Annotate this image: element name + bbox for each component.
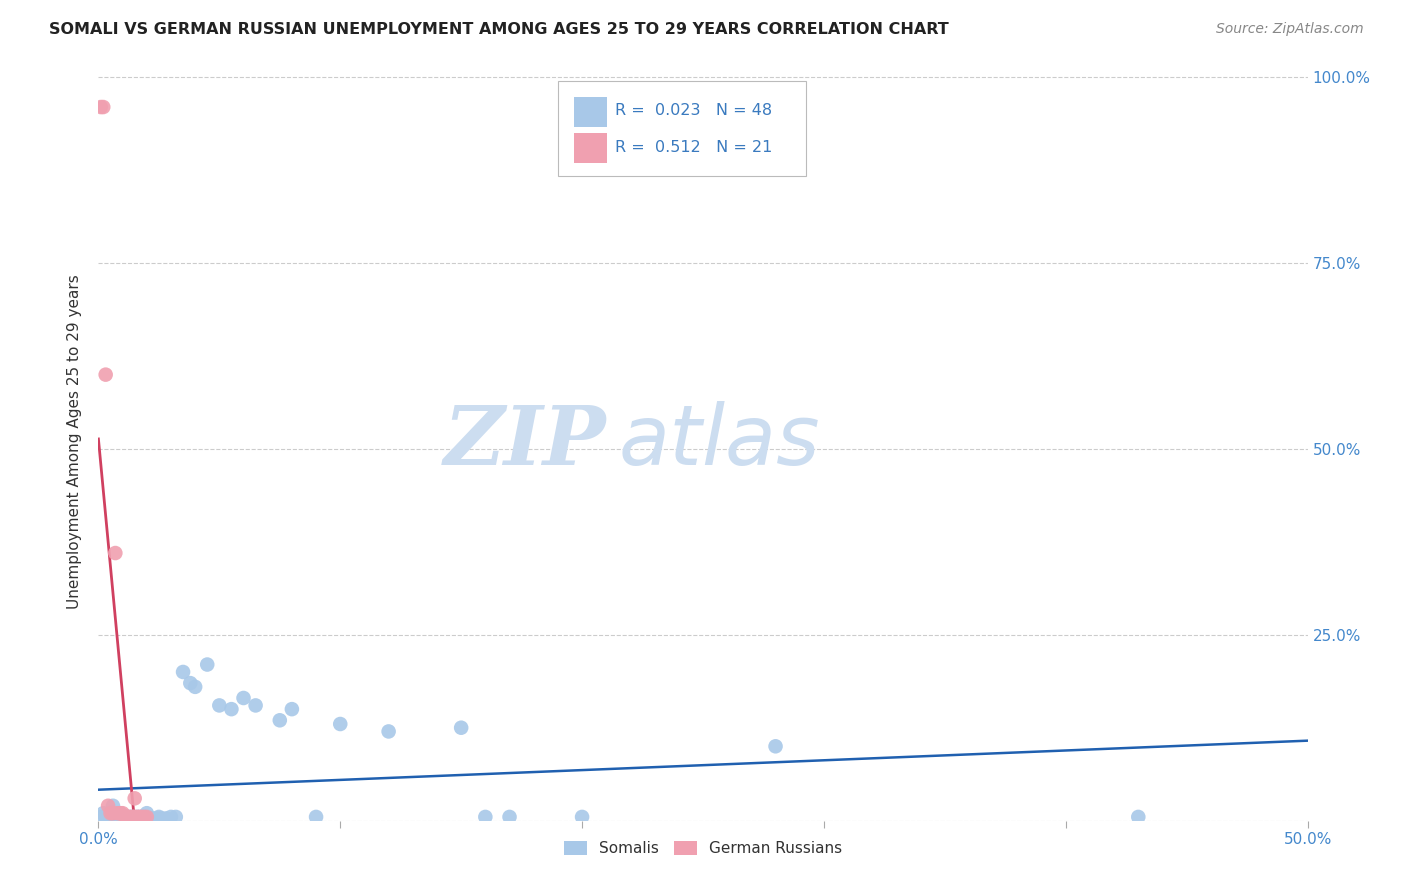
Point (94, 810, 117, 824)
Point (101, 806, 124, 821)
Point (111, 812, 134, 826)
Point (305, 810, 328, 824)
Point (571, 810, 593, 824)
Point (121, 810, 143, 824)
Point (141, 812, 163, 826)
Point (111, 810, 134, 824)
Point (148, 810, 170, 824)
Point (101, 798, 124, 813)
Point (117, 810, 139, 824)
Point (111, 806, 134, 821)
Text: SOMALI VS GERMAN RUSSIAN UNEMPLOYMENT AMONG AGES 25 TO 29 YEARS CORRELATION CHAR: SOMALI VS GERMAN RUSSIAN UNEMPLOYMENT AM… (49, 22, 949, 37)
Text: atlas: atlas (619, 401, 820, 482)
Point (245, 698, 267, 713)
Legend: Somalis, German Russians: Somalis, German Russians (558, 835, 848, 863)
Point (118, 810, 141, 824)
Point (165, 810, 187, 824)
Point (1128, 810, 1150, 824)
Point (450, 721, 472, 735)
FancyBboxPatch shape (558, 81, 806, 177)
Point (100, 810, 122, 824)
Point (108, 806, 131, 821)
Text: Source: ZipAtlas.com: Source: ZipAtlas.com (1216, 22, 1364, 37)
Point (91, 806, 114, 821)
Point (124, 810, 146, 824)
Point (131, 810, 153, 824)
Point (108, 806, 131, 821)
Point (114, 810, 136, 824)
Point (474, 810, 496, 824)
Point (195, 657, 218, 672)
Text: R =  0.512   N = 21: R = 0.512 N = 21 (614, 140, 772, 155)
Point (498, 810, 520, 824)
Point (90, 810, 112, 824)
Point (101, 810, 124, 824)
Bar (574, 133, 607, 163)
Point (208, 698, 231, 713)
Y-axis label: Unemployment Among Ages 25 to 29 years: Unemployment Among Ages 25 to 29 years (67, 274, 83, 609)
Point (97, 798, 120, 813)
Point (172, 665, 194, 679)
Point (127, 810, 149, 824)
Point (135, 810, 157, 824)
Point (134, 810, 156, 824)
Point (377, 724, 399, 739)
Point (179, 676, 201, 690)
Point (104, 546, 127, 560)
Point (160, 810, 183, 824)
Point (765, 739, 787, 754)
Point (117, 810, 139, 824)
Bar (574, 96, 607, 127)
Point (90, 100, 112, 114)
Point (128, 810, 150, 824)
Point (145, 812, 167, 826)
Point (121, 810, 143, 824)
Point (118, 810, 141, 824)
Point (135, 806, 157, 821)
Point (131, 810, 153, 824)
Point (150, 812, 173, 826)
Point (128, 810, 150, 824)
Text: ZIP: ZIP (444, 401, 606, 482)
Point (104, 810, 127, 824)
Point (114, 810, 136, 824)
Point (281, 702, 304, 716)
Point (232, 690, 254, 705)
Point (155, 812, 177, 826)
Point (184, 680, 207, 694)
Point (100, 806, 122, 821)
Point (127, 810, 149, 824)
Point (329, 717, 352, 731)
Point (107, 810, 129, 824)
Point (97, 810, 120, 824)
Point (124, 791, 146, 805)
Point (91, 100, 114, 114)
Point (134, 810, 156, 824)
Point (124, 812, 146, 826)
Point (221, 702, 243, 716)
Point (269, 714, 291, 728)
Text: R =  0.023   N = 48: R = 0.023 N = 48 (614, 103, 772, 118)
Point (94, 368, 117, 382)
Point (107, 806, 129, 821)
